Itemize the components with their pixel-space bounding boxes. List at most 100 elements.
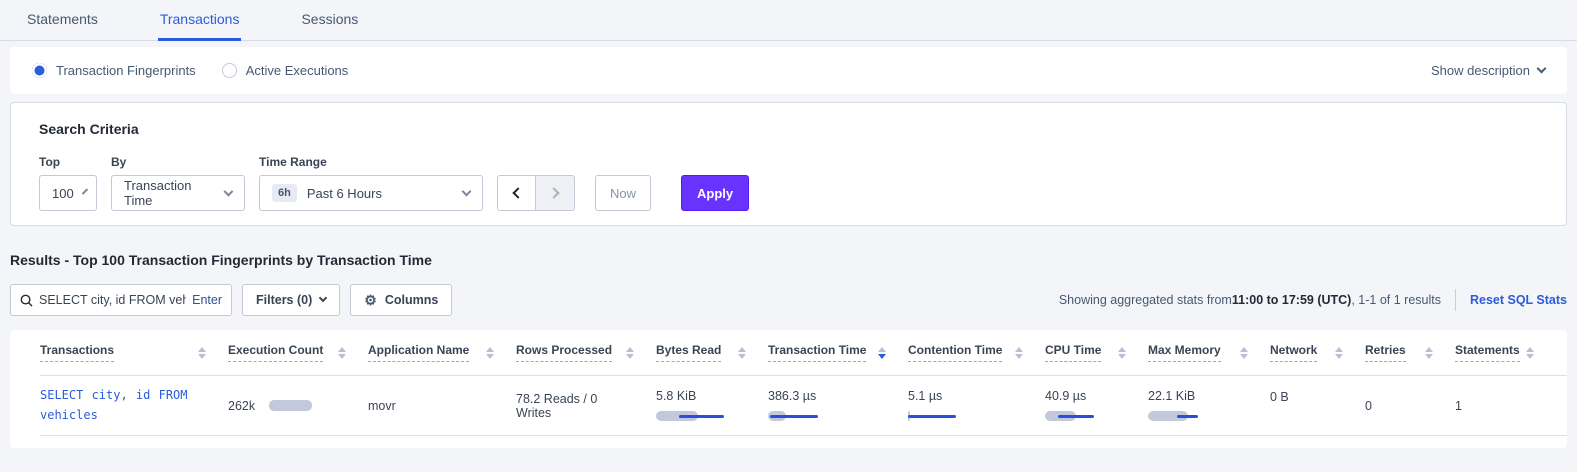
execution-count-bar	[269, 400, 313, 411]
next-time-range-button[interactable]	[536, 175, 575, 211]
time-range-badge: 6h	[272, 184, 297, 202]
stats-suffix: , 1-1 of 1 results	[1351, 293, 1441, 307]
filters-button[interactable]: Filters (0)	[242, 284, 341, 316]
top-select[interactable]: 100	[39, 175, 97, 211]
apply-button[interactable]: Apply	[681, 175, 750, 211]
now-button[interactable]: Now	[595, 175, 652, 211]
reset-sql-stats-link[interactable]: Reset SQL Stats	[1469, 293, 1567, 307]
table-header-row: Transactions Execution Count Application…	[40, 330, 1567, 376]
contention-time-cell: 5.1 µs	[908, 389, 1045, 422]
column-header-contention-time[interactable]: Contention Time	[908, 343, 1045, 362]
chevron-down-icon	[1536, 63, 1547, 74]
radio-unselected-icon	[221, 63, 237, 78]
table-row: SELECT city, id FROM vehicles 262k movr …	[40, 376, 1567, 436]
sort-icon	[486, 346, 494, 359]
results-heading: Results - Top 100 Transaction Fingerprin…	[10, 252, 432, 268]
column-header-retries[interactable]: Retries	[1365, 343, 1455, 362]
bytes-read-bar-chart	[656, 410, 746, 422]
chevron-right-icon	[547, 187, 560, 199]
stats-range: 11:00 to 17:59 (UTC)	[1231, 293, 1352, 307]
sort-icon	[738, 346, 746, 359]
view-radio-group: Transaction Fingerprints Active Executio…	[32, 63, 1431, 78]
stats-prefix: Showing aggregated stats from	[1058, 293, 1232, 307]
time-range-value: Past 6 Hours	[306, 185, 382, 201]
contention-time-value: 5.1 µs	[908, 389, 943, 403]
column-header-network[interactable]: Network	[1270, 343, 1365, 362]
column-header-bytes-read[interactable]: Bytes Read	[656, 343, 768, 362]
sort-icon	[1425, 346, 1433, 359]
chevron-down-icon	[81, 187, 88, 195]
show-description-toggle[interactable]: Show description	[1431, 63, 1547, 78]
chevron-down-icon	[319, 293, 328, 303]
search-criteria-title: Search Criteria	[39, 121, 139, 137]
radio-label: Transaction Fingerprints	[56, 63, 196, 78]
sort-icon	[1335, 346, 1343, 359]
network-cell: 0 B	[1270, 390, 1289, 404]
cpu-time-value: 40.9 µs	[1045, 389, 1087, 403]
transaction-time-value: 386.3 µs	[768, 389, 817, 403]
search-criteria-card: Search Criteria Top 100 By Transaction T…	[10, 102, 1567, 226]
time-range-pager	[497, 175, 575, 211]
search-input[interactable]	[39, 293, 187, 307]
chevron-down-icon	[223, 186, 234, 196]
chevron-down-icon	[461, 186, 472, 196]
radio-transaction-fingerprints[interactable]: Transaction Fingerprints	[32, 63, 196, 78]
execution-count-value: 262k	[228, 398, 256, 413]
top-label: Top	[39, 155, 61, 169]
transactions-table: Transactions Execution Count Application…	[10, 330, 1567, 448]
top-tab-bar: Statements Transactions Sessions	[0, 0, 1577, 41]
column-header-rows-processed[interactable]: Rows Processed	[516, 343, 656, 362]
search-icon	[20, 294, 33, 307]
contention-time-bar-chart	[908, 410, 1023, 422]
search-box: Enter	[10, 284, 232, 316]
column-header-application-name[interactable]: Application Name	[368, 343, 516, 362]
aggregated-stats-text: Showing aggregated stats from 11:00 to 1…	[1059, 289, 1567, 311]
transaction-fingerprint-link[interactable]: SELECT city, id FROM vehicles	[40, 388, 188, 422]
rows-processed-cell: 78.2 Reads / 0 Writes	[516, 391, 598, 420]
filters-label: Filters (0)	[256, 293, 313, 307]
sort-icon	[626, 346, 634, 359]
cpu-time-bar-chart	[1045, 410, 1126, 422]
column-header-statements[interactable]: Statements	[1455, 343, 1550, 362]
column-header-transactions[interactable]: Transactions	[40, 343, 228, 362]
statements-cell: 1	[1455, 398, 1462, 413]
time-range-label: Time Range	[259, 155, 327, 169]
gear-icon: ⚙	[364, 292, 377, 308]
transaction-time-bar-chart	[768, 410, 886, 422]
search-enter-hint[interactable]: Enter	[192, 293, 222, 307]
column-header-cpu-time[interactable]: CPU Time	[1045, 343, 1148, 362]
top-select-value: 100	[52, 185, 74, 201]
bytes-read-value: 5.8 KiB	[656, 389, 697, 403]
execution-count-cell: 262k	[228, 399, 346, 413]
radio-selected-icon	[32, 63, 47, 78]
vertical-divider	[1454, 289, 1456, 311]
time-range-select[interactable]: 6h Past 6 Hours	[259, 175, 483, 211]
tab-transactions[interactable]: Transactions	[157, 0, 242, 41]
bytes-read-cell: 5.8 KiB	[656, 389, 768, 422]
sort-desc-icon	[878, 346, 886, 359]
radio-label: Active Executions	[245, 63, 349, 78]
sort-icon	[1240, 346, 1248, 359]
column-header-max-memory[interactable]: Max Memory	[1148, 343, 1270, 362]
transaction-time-cell: 386.3 µs	[768, 389, 908, 422]
columns-button[interactable]: ⚙ Columns	[350, 284, 453, 316]
application-name-cell: movr	[368, 398, 396, 413]
sort-icon	[1015, 346, 1023, 359]
sort-icon	[1525, 346, 1534, 359]
show-description-label: Show description	[1431, 63, 1530, 78]
previous-time-range-button[interactable]	[497, 175, 536, 211]
max-memory-value: 22.1 KiB	[1148, 389, 1196, 403]
max-memory-cell: 22.1 KiB	[1148, 389, 1270, 422]
radio-active-executions[interactable]: Active Executions	[221, 63, 349, 78]
chevron-left-icon	[512, 187, 524, 199]
column-header-transaction-time[interactable]: Transaction Time	[768, 343, 908, 362]
view-toggle-bar: Transaction Fingerprints Active Executio…	[10, 47, 1567, 94]
cpu-time-cell: 40.9 µs	[1045, 389, 1148, 422]
by-select[interactable]: Transaction Time	[111, 175, 245, 211]
sort-icon	[1118, 346, 1126, 359]
sort-icon	[338, 346, 346, 359]
tab-statements[interactable]: Statements	[27, 11, 98, 27]
sort-icon	[198, 346, 206, 359]
tab-sessions[interactable]: Sessions	[301, 11, 359, 27]
column-header-execution-count[interactable]: Execution Count	[228, 343, 368, 362]
